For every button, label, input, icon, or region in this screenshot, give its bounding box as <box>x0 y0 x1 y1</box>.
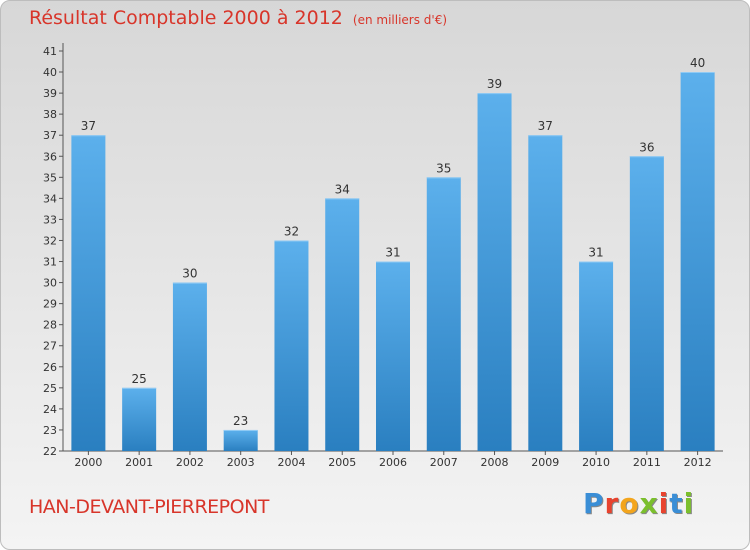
x-tick-label: 2008 <box>481 456 509 469</box>
y-tick-label: 41 <box>43 45 57 58</box>
chart-title: Résultat Comptable 2000 à 2012 (en millie… <box>29 7 447 29</box>
y-tick-label: 30 <box>43 277 57 290</box>
bar <box>528 135 563 452</box>
y-tick-label: 26 <box>43 361 57 374</box>
logo-letter: i <box>683 487 695 520</box>
y-tick-label: 27 <box>43 340 57 353</box>
bar <box>426 177 461 451</box>
chart-subtitle: (en milliers d'€) <box>352 13 448 27</box>
bar-value-label: 34 <box>335 182 350 196</box>
y-tick-label: 37 <box>43 129 57 142</box>
bar-value-label: 23 <box>233 414 248 428</box>
logo-letter: P <box>583 487 605 520</box>
bar-value-label: 30 <box>182 267 197 281</box>
y-tick-label: 34 <box>43 192 57 205</box>
x-tick-label: 2003 <box>227 456 255 469</box>
y-tick-label: 24 <box>43 403 57 416</box>
logo-letter: t <box>669 487 684 520</box>
y-tick-label: 22 <box>43 445 57 458</box>
x-tick-label: 2004 <box>277 456 305 469</box>
y-tick-label: 25 <box>43 382 57 395</box>
y-tick-label: 31 <box>43 256 57 269</box>
logo-letter: o <box>619 487 640 520</box>
bar <box>274 240 309 451</box>
x-tick-label: 2002 <box>176 456 204 469</box>
y-tick-label: 23 <box>43 424 57 437</box>
bar <box>122 387 157 451</box>
bar-value-label: 32 <box>284 224 299 238</box>
x-tick-label: 2001 <box>125 456 153 469</box>
bar-value-label: 39 <box>487 77 502 91</box>
logo-letter: x <box>639 487 659 520</box>
bar-value-label: 36 <box>639 140 654 154</box>
x-tick-label: 2006 <box>379 456 407 469</box>
bar-value-label: 37 <box>81 119 96 133</box>
bar-value-label: 37 <box>538 119 553 133</box>
bar-value-label: 35 <box>436 161 451 175</box>
bar <box>223 429 258 451</box>
y-tick-label: 36 <box>43 150 57 163</box>
y-tick-label: 38 <box>43 108 57 121</box>
bar-value-label: 25 <box>132 372 147 386</box>
bar <box>477 93 512 452</box>
bar <box>629 156 664 451</box>
bar <box>172 282 207 451</box>
bar <box>680 72 715 451</box>
y-tick-label: 40 <box>43 66 57 79</box>
y-tick-label: 39 <box>43 87 57 100</box>
y-tick-label: 35 <box>43 171 57 184</box>
proxiti-logo: Proxiti <box>583 487 694 520</box>
bar-value-label: 40 <box>690 56 705 70</box>
x-tick-label: 2010 <box>582 456 610 469</box>
y-tick-label: 32 <box>43 234 57 247</box>
bar <box>71 135 106 452</box>
y-tick-label: 28 <box>43 319 57 332</box>
bar-value-label: 31 <box>588 246 603 260</box>
bar <box>325 198 360 451</box>
logo-letter: r <box>604 487 620 520</box>
commune-name: HAN-DEVANT-PIERREPONT <box>29 496 269 518</box>
logo-letter: i <box>658 487 670 520</box>
title-text: Résultat Comptable 2000 à 2012 <box>29 7 343 29</box>
x-tick-label: 2011 <box>633 456 661 469</box>
x-tick-label: 2012 <box>684 456 712 469</box>
bar <box>376 261 410 451</box>
x-tick-label: 2009 <box>531 456 559 469</box>
bar <box>579 261 614 451</box>
y-tick-label: 29 <box>43 298 57 311</box>
y-tick-label: 33 <box>43 213 57 226</box>
x-tick-label: 2007 <box>430 456 458 469</box>
x-tick-label: 2005 <box>328 456 356 469</box>
bar-value-label: 31 <box>385 246 400 260</box>
x-tick-label: 2000 <box>74 456 102 469</box>
